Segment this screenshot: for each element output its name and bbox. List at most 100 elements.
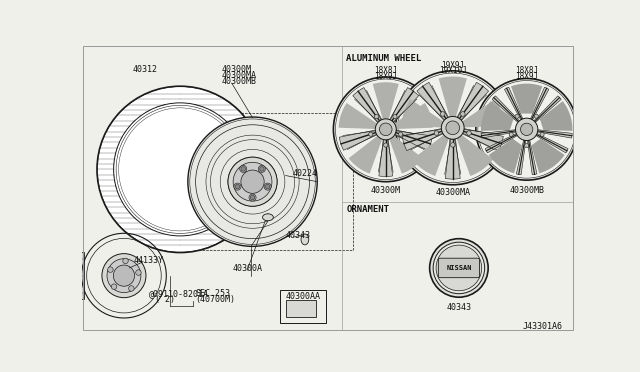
- Circle shape: [440, 112, 445, 116]
- Text: 40300M: 40300M: [371, 186, 401, 195]
- Circle shape: [102, 254, 146, 298]
- Polygon shape: [390, 87, 419, 123]
- Circle shape: [540, 132, 544, 137]
- Text: 40343: 40343: [285, 231, 310, 240]
- Polygon shape: [412, 135, 449, 176]
- Circle shape: [123, 258, 128, 264]
- Polygon shape: [438, 77, 467, 117]
- Polygon shape: [401, 99, 444, 127]
- Text: J43301A6: J43301A6: [522, 322, 562, 331]
- Polygon shape: [463, 129, 503, 151]
- Polygon shape: [485, 134, 517, 153]
- Polygon shape: [395, 130, 432, 150]
- Polygon shape: [504, 87, 523, 120]
- Text: @09110-8201A: @09110-8201A: [149, 289, 209, 298]
- Polygon shape: [394, 103, 433, 129]
- Circle shape: [239, 165, 247, 173]
- Circle shape: [136, 270, 141, 275]
- Polygon shape: [538, 130, 572, 138]
- Circle shape: [369, 132, 373, 136]
- Polygon shape: [540, 101, 572, 131]
- Circle shape: [396, 71, 509, 185]
- Circle shape: [380, 123, 392, 136]
- Text: 18X8J: 18X8J: [515, 66, 538, 75]
- Polygon shape: [349, 136, 382, 174]
- Circle shape: [476, 78, 577, 180]
- Text: 40300M: 40300M: [221, 65, 252, 74]
- Circle shape: [433, 242, 484, 294]
- Text: 18X9J: 18X9J: [374, 71, 397, 81]
- Circle shape: [234, 183, 241, 190]
- Polygon shape: [516, 140, 526, 175]
- Text: 40312: 40312: [132, 65, 157, 74]
- Text: 18X9J: 18X9J: [515, 71, 538, 81]
- Circle shape: [260, 167, 264, 171]
- Polygon shape: [445, 139, 460, 179]
- Polygon shape: [462, 99, 504, 127]
- Text: 40300MA: 40300MA: [435, 188, 470, 197]
- Polygon shape: [536, 134, 568, 153]
- Circle shape: [249, 194, 256, 201]
- Text: 40300MA: 40300MA: [221, 71, 257, 80]
- Polygon shape: [489, 139, 522, 173]
- Circle shape: [264, 183, 271, 190]
- Circle shape: [241, 170, 264, 193]
- Polygon shape: [372, 82, 399, 119]
- Text: 40300AA: 40300AA: [286, 292, 321, 301]
- Circle shape: [188, 117, 317, 246]
- Polygon shape: [389, 136, 423, 174]
- Circle shape: [129, 286, 134, 291]
- Circle shape: [113, 265, 134, 286]
- Polygon shape: [339, 130, 377, 150]
- Polygon shape: [402, 129, 443, 151]
- Circle shape: [233, 162, 272, 201]
- Polygon shape: [456, 135, 493, 176]
- Ellipse shape: [262, 214, 273, 221]
- FancyBboxPatch shape: [438, 258, 479, 278]
- Polygon shape: [481, 130, 516, 138]
- Circle shape: [266, 185, 270, 189]
- Text: (40700M): (40700M): [196, 295, 236, 304]
- Circle shape: [236, 185, 240, 189]
- Polygon shape: [534, 96, 561, 122]
- Circle shape: [478, 81, 575, 178]
- Circle shape: [97, 86, 263, 253]
- Circle shape: [436, 245, 482, 291]
- Circle shape: [398, 73, 508, 183]
- Circle shape: [333, 77, 438, 182]
- Circle shape: [374, 115, 379, 119]
- Polygon shape: [353, 87, 382, 123]
- Text: NISSAN: NISSAN: [446, 265, 472, 271]
- Text: 40343: 40343: [447, 303, 472, 312]
- Circle shape: [509, 132, 513, 137]
- Text: 44133Y: 44133Y: [134, 256, 164, 265]
- Circle shape: [467, 131, 471, 135]
- Bar: [280, 289, 326, 323]
- Polygon shape: [492, 96, 520, 122]
- Ellipse shape: [301, 234, 308, 245]
- Polygon shape: [511, 84, 542, 113]
- Circle shape: [446, 121, 460, 135]
- Circle shape: [393, 115, 397, 119]
- Bar: [287, 300, 316, 317]
- Text: 18X8J: 18X8J: [374, 66, 397, 75]
- Circle shape: [250, 195, 255, 200]
- Circle shape: [399, 132, 403, 136]
- Text: ALUMINUM WHEEL: ALUMINUM WHEEL: [346, 54, 422, 63]
- Circle shape: [429, 239, 488, 297]
- Circle shape: [515, 114, 519, 118]
- Polygon shape: [339, 103, 377, 129]
- Circle shape: [451, 142, 455, 147]
- Polygon shape: [531, 139, 564, 173]
- Circle shape: [515, 118, 538, 141]
- Circle shape: [241, 167, 246, 171]
- Circle shape: [228, 157, 277, 206]
- Text: SEC.253: SEC.253: [196, 289, 230, 298]
- Polygon shape: [457, 82, 488, 121]
- Text: 40300MB: 40300MB: [221, 77, 257, 86]
- Circle shape: [434, 131, 439, 135]
- Bar: [182, 113, 353, 250]
- Polygon shape: [531, 87, 549, 120]
- Text: 40300MB: 40300MB: [509, 186, 544, 195]
- Circle shape: [525, 144, 529, 148]
